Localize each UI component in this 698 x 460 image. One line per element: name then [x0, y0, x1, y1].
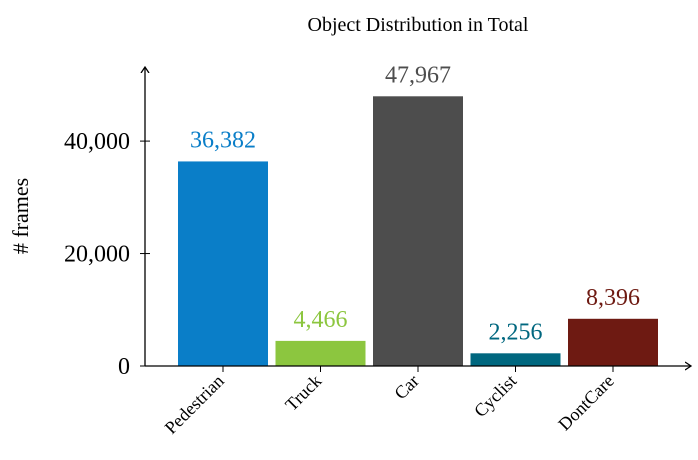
bars	[178, 96, 658, 366]
data-label-car: 47,967	[385, 62, 451, 88]
bar-pedestrian	[178, 161, 268, 366]
data-label-truck: 4,466	[294, 307, 348, 333]
x-tick-label-pedestrian: Pedestrian	[161, 371, 228, 438]
bar-dontcare	[568, 318, 658, 366]
bar-truck	[275, 340, 366, 366]
y-axis-label: # frames	[8, 178, 33, 254]
x-tick-label-truck: Truck	[281, 371, 325, 415]
bar-car	[373, 96, 463, 366]
x-tick-label-car: Car	[390, 371, 423, 404]
data-label-dontcare: 8,396	[586, 285, 640, 311]
chart-title: Object Distribution in Total	[308, 14, 529, 36]
y-tick-label: 20,000	[64, 242, 130, 268]
data-label-cyclist: 2,256	[489, 319, 543, 345]
x-tick-label-cyclist: Cyclist	[470, 371, 520, 421]
y-tick-label: 0	[118, 354, 130, 380]
data-labels: 36,382 4,466 47,967 2,256 8,396	[190, 62, 640, 345]
bar-cyclist	[470, 353, 561, 366]
y-axis-ticks: 0 20,000 40,000	[64, 129, 150, 380]
x-tick-label-dontcare: DontCare	[554, 371, 618, 435]
x-axis-ticks: Pedestrian Truck Car Cyclist DontCare	[161, 366, 618, 438]
data-label-pedestrian: 36,382	[190, 127, 256, 153]
y-tick-label: 40,000	[64, 129, 130, 155]
